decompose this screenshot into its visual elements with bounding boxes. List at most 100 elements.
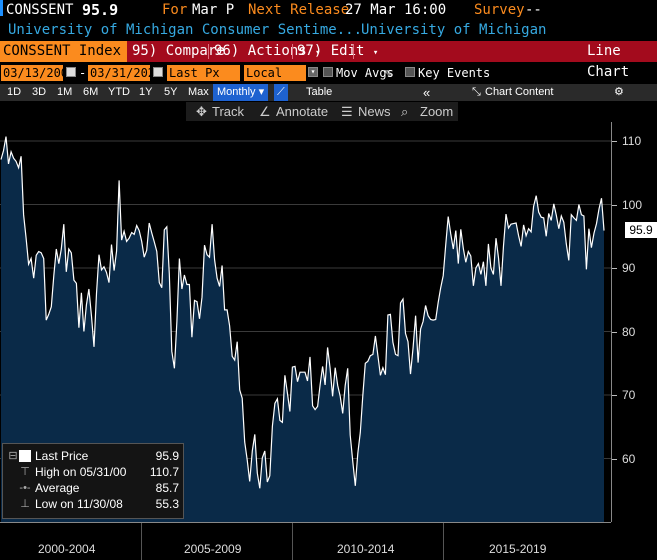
x-axis-separator xyxy=(443,523,444,560)
range-ytd[interactable]: YTD xyxy=(108,86,130,98)
key-events-checkbox[interactable] xyxy=(405,67,415,77)
date-separator: - xyxy=(79,66,87,80)
y-tick xyxy=(612,141,617,143)
last-value: 95.9 xyxy=(82,1,119,19)
edit-dropdown-icon: ▾ xyxy=(372,48,379,58)
field-select[interactable]: Last Px xyxy=(167,65,240,81)
for-label: For xyxy=(162,2,188,18)
start-date-input[interactable]: 03/13/2000 xyxy=(1,65,76,81)
chart-parameters: 03/13/2000 - 03/31/2020 Last Px Local CC… xyxy=(0,64,657,96)
annotate-button[interactable]: Annotate xyxy=(276,104,329,119)
for-value: Mar P xyxy=(192,2,235,18)
range-1y[interactable]: 1Y xyxy=(139,86,153,98)
collapse-left-icon[interactable]: « xyxy=(423,85,431,100)
actions-dropdown-icon: ▾ xyxy=(315,48,321,58)
x-tick-label: 2010-2014 xyxy=(337,542,395,556)
ticker-label[interactable]: CONSSENT xyxy=(0,0,73,20)
news-button[interactable]: News xyxy=(358,104,391,119)
currency-select[interactable]: Local CCY xyxy=(244,65,306,96)
frequency-select[interactable]: Monthly ▾ xyxy=(213,84,269,101)
compare-menu[interactable]: 95) Compare xyxy=(132,41,225,62)
average-marker-icon: -•- xyxy=(19,482,31,494)
y-tick-label: 100 xyxy=(622,197,643,212)
y-tick xyxy=(612,331,617,333)
track-icon: ✥ xyxy=(196,104,207,119)
y-tick-label: 90 xyxy=(622,261,636,276)
range-6m[interactable]: 6M xyxy=(83,86,99,98)
security-description: University of Michigan Consumer Sentime.… xyxy=(0,20,657,40)
annotate-icon: ∠ xyxy=(259,104,271,119)
series-color-swatch xyxy=(19,450,31,462)
edit-menu[interactable]: 97) Edit ▾ xyxy=(297,41,378,62)
currency-dropdown-icon[interactable]: ▾ xyxy=(308,67,318,77)
y-tick-label: 60 xyxy=(622,451,636,466)
legend-high: ⊤ High on 05/31/00 110.7 xyxy=(3,464,183,480)
legend-low: ⊥ Low on 11/30/08 55.3 xyxy=(3,496,183,512)
x-axis-separator xyxy=(292,523,293,560)
legend-low-value: 55.3 xyxy=(155,497,179,511)
menu-bar: CONSSENT Index 95) Compare 96) Actions ▾… xyxy=(0,41,657,80)
y-tick xyxy=(612,268,617,270)
x-axis-separator xyxy=(141,523,142,560)
calendar-icon[interactable] xyxy=(66,67,76,77)
range-1d[interactable]: 1D xyxy=(7,86,22,98)
zoom-button[interactable]: Zoom xyxy=(420,104,454,119)
table-button[interactable]: Table xyxy=(306,86,333,98)
low-marker-icon: ⊥ xyxy=(20,498,30,510)
news-icon: ☰ xyxy=(341,104,353,119)
y-tick-label: 80 xyxy=(622,324,636,339)
y-tick xyxy=(612,204,617,206)
y-axis: 110 100 90 80 70 60 xyxy=(611,122,657,522)
next-release-label: Next Release xyxy=(248,2,350,18)
y-tick-label: 110 xyxy=(622,134,642,149)
expand-icon: ⊟ xyxy=(8,450,18,462)
settings-gear-icon[interactable]: ⚙ xyxy=(614,86,624,98)
range-1m[interactable]: 1M xyxy=(57,86,73,98)
line-chart-icon[interactable]: ⟋ xyxy=(274,84,288,101)
security-source[interactable]: University of Michigan xyxy=(361,22,547,38)
range-5y[interactable]: 5Y xyxy=(164,86,178,98)
legend-high-label: High on 05/31/00 xyxy=(35,465,127,479)
last-value-badge: 95.9 xyxy=(625,222,657,238)
menu-divider xyxy=(292,44,293,59)
security-field[interactable]: CONSSENT Index xyxy=(0,41,127,62)
legend-last-price-label: Last Price xyxy=(35,449,89,463)
mov-avgs-checkbox[interactable] xyxy=(323,67,333,77)
chart-content-button[interactable]: Chart Content xyxy=(485,86,554,98)
mov-avgs-label: Mov Avgs xyxy=(336,66,394,80)
menu-divider xyxy=(353,44,354,59)
range-3d[interactable]: 3D xyxy=(32,86,47,98)
calendar-icon[interactable] xyxy=(153,67,163,77)
legend-last-price: ⊟ Last Price 95.9 xyxy=(3,448,183,464)
menu-divider xyxy=(208,44,209,59)
legend-low-label: Low on 11/30/08 xyxy=(35,497,123,511)
y-tick xyxy=(612,395,617,397)
chart-legend[interactable]: ⊟ Last Price 95.9 ⊤ High on 05/31/00 110… xyxy=(2,443,184,519)
legend-average-label: Average xyxy=(35,481,80,495)
pencil-icon[interactable]: ✎ xyxy=(385,66,393,80)
chart-content-icon: ⤡ xyxy=(472,86,481,98)
track-button[interactable]: Track xyxy=(212,104,245,119)
price-chart[interactable] xyxy=(0,122,611,522)
edit-label: 97) Edit xyxy=(297,43,365,59)
tools-panel: ✥ Track ∠ Annotate ☰ News ⌕ Zoom xyxy=(186,102,458,121)
y-tick xyxy=(612,458,617,460)
legend-average-value: 85.7 xyxy=(155,481,179,495)
zoom-icon: ⌕ xyxy=(401,104,409,119)
x-tick-label: 2015-2019 xyxy=(489,542,547,556)
actions-menu[interactable]: 96) Actions ▾ xyxy=(214,41,321,62)
actions-label: 96) Actions xyxy=(214,43,307,59)
chart-type-label: Line Chart xyxy=(587,43,630,80)
x-tick-label: 2005-2009 xyxy=(184,542,242,556)
series-line xyxy=(0,136,605,489)
legend-last-price-value: 95.9 xyxy=(155,449,179,463)
range-max[interactable]: Max xyxy=(188,86,209,98)
ticker-text: CONSSENT xyxy=(6,2,74,18)
survey-value: -- xyxy=(525,2,542,18)
security-header: CONSSENT 95.9 For Mar P Next Release 27 … xyxy=(0,0,657,20)
legend-average: -•- Average 85.7 xyxy=(3,480,183,496)
y-tick-label: 70 xyxy=(622,388,636,403)
end-date-input[interactable]: 03/31/2020 xyxy=(88,65,163,81)
x-tick-label: 2000-2004 xyxy=(38,542,96,556)
next-release-value: 27 Mar 16:00 xyxy=(345,2,447,18)
